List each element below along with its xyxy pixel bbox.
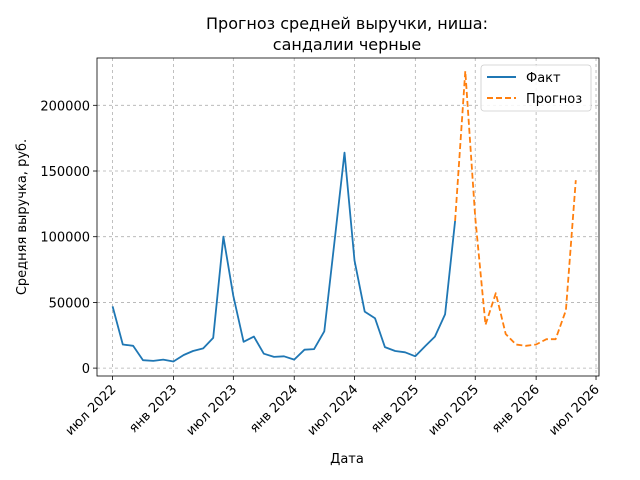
plot-frame xyxy=(96,57,600,377)
chart-title-line2: сандалии черные xyxy=(273,35,421,54)
legend-label-forecast: Прогноз xyxy=(526,92,582,107)
axis-ticks: июл 2022 янв 2023 июл 2023 янв 2024 июл 2024… xyxy=(40,99,602,438)
x-tick-label: янв 2023 xyxy=(126,382,180,436)
x-tick-label: янв 2026 xyxy=(489,382,543,436)
x-tick-label: янв 2025 xyxy=(368,382,422,436)
y-tick-label: 50000 xyxy=(49,296,90,311)
y-axis-label: Средняя выручка, руб. xyxy=(15,139,30,295)
y-tick-label: 100000 xyxy=(40,231,90,246)
grid xyxy=(97,58,599,376)
x-tick-label: янв 2024 xyxy=(247,382,301,436)
legend-label-fact: Факт xyxy=(526,71,561,86)
x-tick-label: июл 2026 xyxy=(546,382,603,439)
x-tick-label: июл 2025 xyxy=(426,382,483,439)
y-tick-label: 200000 xyxy=(40,99,90,114)
series-line-forecast xyxy=(454,70,577,347)
legend: Факт Прогноз xyxy=(480,64,592,112)
y-tick-label: 150000 xyxy=(40,165,90,180)
series-line-fact xyxy=(111,151,456,363)
x-tick-label: июл 2022 xyxy=(63,382,120,439)
chart-title-line1: Прогноз средней выручки, ниша: xyxy=(206,14,488,33)
x-tick-label: июл 2023 xyxy=(184,382,241,439)
x-axis-label: Дата xyxy=(330,452,364,467)
x-tick-label: июл 2024 xyxy=(305,382,362,439)
series-lines xyxy=(111,70,577,363)
y-tick-label: 0 xyxy=(82,362,90,377)
